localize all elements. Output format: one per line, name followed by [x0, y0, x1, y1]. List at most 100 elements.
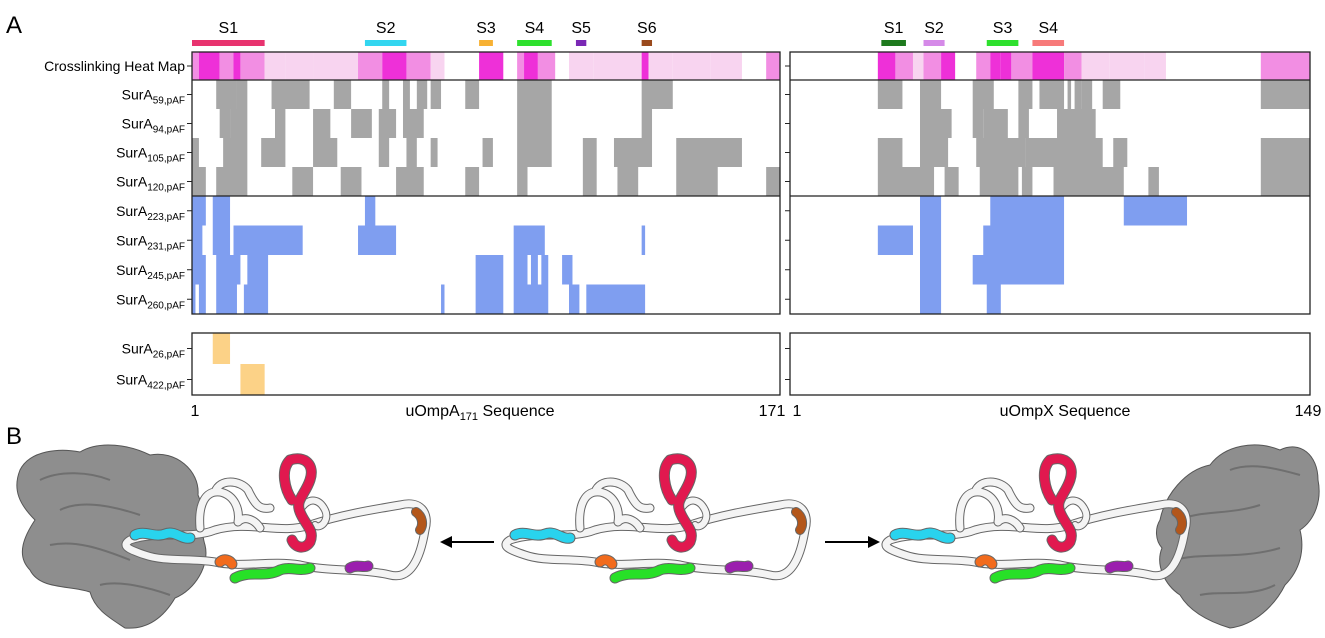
row-label-sura-94: SurA94,pAF [122, 116, 185, 136]
heat-cell [941, 52, 956, 80]
gray-cell [976, 138, 1026, 167]
heat-cell [923, 52, 942, 80]
blue-cell [192, 225, 203, 255]
heat-cell [877, 52, 896, 80]
heat-cell [641, 52, 649, 80]
blue-cell [441, 284, 445, 314]
segment-label-s4: S4 [1038, 20, 1058, 37]
row-label-sura-105: SurA105,pAF [116, 145, 185, 165]
heat-cell [524, 52, 538, 80]
gray-cell [465, 167, 480, 196]
panel-a-label: A [6, 12, 22, 39]
segment-bar-s5 [575, 40, 587, 46]
segment-bar-s1 [881, 40, 906, 46]
gray-cell [517, 167, 528, 196]
segment-label-s1: S1 [884, 20, 904, 37]
left-axis-title-name: uOmpA [405, 403, 460, 420]
gray-cell [972, 109, 984, 138]
heat-cell [382, 52, 407, 80]
heat-cell [1260, 52, 1310, 80]
gray-cell [1074, 80, 1082, 109]
blue-cell [358, 225, 397, 255]
gray-cell [192, 138, 199, 167]
heat-cell [648, 52, 673, 80]
heat-cell [219, 52, 234, 80]
right-axis-title-suffix: Sequence [1054, 403, 1131, 420]
left-axis-title-suffix: Sequence [478, 403, 555, 420]
blue-cell [198, 284, 206, 314]
blue-cell [192, 255, 206, 285]
gray-cell [1260, 138, 1310, 167]
gray-cell [1102, 80, 1121, 109]
heat-cell [1032, 52, 1065, 80]
row-label-sura-59: SurA59,pAF [122, 87, 185, 107]
chain-loop-minor [677, 497, 710, 530]
heat-cell [895, 52, 913, 80]
chain-segment-s1 [279, 454, 316, 552]
gray-cell [1025, 138, 1103, 167]
gray-cell [482, 138, 493, 167]
left-axis-start: 1 [191, 403, 200, 420]
chain-segment-s2 [130, 528, 195, 543]
gray-cell [402, 80, 410, 109]
blue-cell [920, 255, 942, 285]
blue-cell [247, 255, 269, 285]
heat-cell [976, 52, 991, 80]
chain-loop-minor [1057, 497, 1090, 530]
heat-cell [358, 52, 383, 80]
gray-cell [877, 80, 903, 109]
heat-cell [593, 52, 642, 80]
chain-backbone [122, 500, 430, 580]
blue-cell [513, 255, 528, 285]
chain-segment-s2 [890, 528, 955, 543]
gray-cell [1057, 109, 1096, 138]
gray-cell [517, 109, 552, 138]
chain-segment-s5 [725, 561, 753, 573]
gray-cell [430, 138, 438, 167]
left-axis-title-sub: 171 [460, 411, 478, 423]
heat-cell [1064, 52, 1082, 80]
blue-cell [530, 255, 538, 285]
gray-cell [416, 80, 428, 109]
gray-cell [275, 109, 286, 138]
gray-cell [1018, 80, 1033, 109]
chain-segment-s3 [215, 555, 237, 569]
heat-cell [1011, 52, 1033, 80]
gray-cell [582, 167, 597, 196]
gray-cell [313, 109, 331, 138]
gray-cell [1148, 167, 1159, 196]
left-heatmap-panel: S1 S2 S3 S4 S5 S6 [187, 20, 781, 396]
sura-surface-right [1156, 444, 1320, 629]
gray-cell [1260, 167, 1310, 196]
left-axis-title: uOmpA171 Sequence [405, 403, 554, 423]
heat-cell [1144, 52, 1166, 80]
gray-cell [216, 80, 237, 109]
arrow-left [440, 536, 494, 548]
gray-cell [641, 109, 653, 138]
gray-cell [406, 138, 417, 167]
row-label-sura-260: SurA260,pAF [116, 291, 185, 311]
chain-backbone [502, 500, 810, 580]
gray-cell [641, 80, 673, 109]
heat-cell [406, 52, 431, 80]
row-label-sura-120: SurA120,pAF [116, 174, 185, 194]
heat-cell [672, 52, 711, 80]
blue-cell [562, 255, 573, 285]
heat-cell [313, 52, 359, 80]
arrow-right [825, 536, 880, 548]
gray-cell [877, 167, 935, 196]
chain-segment-s6 [1172, 508, 1187, 534]
blue-cell [877, 225, 913, 255]
blue-cell [569, 284, 580, 314]
blue-cell [192, 196, 206, 226]
right-axis-end: 149 [1295, 403, 1322, 420]
gray-cell [983, 109, 1008, 138]
segment-bar-s3 [986, 40, 1019, 46]
heat-cell [1081, 52, 1110, 80]
heat-cell [766, 52, 780, 80]
chain-loop-minor [297, 497, 330, 530]
gray-cell [920, 138, 949, 167]
gray-cell [1018, 109, 1029, 138]
gray-cell [676, 138, 742, 167]
right-axis-start: 1 [793, 403, 802, 420]
